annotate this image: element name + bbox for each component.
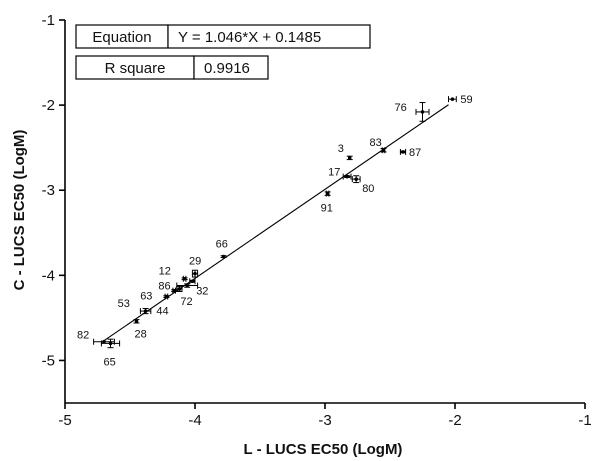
point-marker bbox=[164, 294, 169, 299]
x-axis-title: L - LUCS EC50 (LogM) bbox=[244, 441, 403, 458]
data-point-3: 3 bbox=[338, 143, 353, 161]
point-marker bbox=[172, 288, 176, 293]
point-marker bbox=[143, 309, 148, 313]
data-point-53: 53 bbox=[118, 298, 152, 315]
y-tick-label: -4 bbox=[42, 267, 55, 284]
point-label: 86 bbox=[158, 280, 170, 292]
x-tick-label: -2 bbox=[448, 412, 461, 429]
stats-row: R square 0.9916 bbox=[75, 55, 269, 80]
point-label: 72 bbox=[180, 296, 192, 308]
point-label: 29 bbox=[189, 256, 201, 268]
point-marker bbox=[450, 97, 455, 101]
point-label: 91 bbox=[321, 203, 333, 215]
data-point-83: 83 bbox=[370, 137, 387, 154]
data-point-86: 86 bbox=[158, 278, 196, 292]
data-point-91: 91 bbox=[321, 190, 333, 215]
data-point-72: 72 bbox=[176, 285, 193, 308]
point-marker bbox=[108, 341, 113, 346]
point-label: 82 bbox=[77, 330, 89, 342]
point-marker bbox=[325, 191, 330, 196]
data-point-12: 12 bbox=[159, 266, 188, 282]
point-marker bbox=[102, 339, 106, 344]
stats-value-cell bbox=[193, 55, 269, 80]
regression-line bbox=[101, 104, 449, 343]
point-label: 53 bbox=[118, 298, 130, 310]
data-point-63: 63 bbox=[140, 287, 178, 303]
point-label: 65 bbox=[104, 356, 116, 368]
point-marker bbox=[177, 287, 182, 291]
point-label: 76 bbox=[395, 102, 407, 114]
x-tick-label: -4 bbox=[188, 412, 201, 429]
point-label: 66 bbox=[216, 239, 228, 251]
point-label: 3 bbox=[338, 143, 344, 155]
stats-value: Y = 1.046*X + 0.1485 bbox=[178, 29, 321, 46]
stats-row: Equation Y = 1.046*X + 0.1485 bbox=[75, 24, 371, 49]
point-marker bbox=[347, 156, 352, 160]
x-tick-label: -1 bbox=[578, 412, 591, 429]
point-marker bbox=[193, 271, 197, 276]
data-point-87: 87 bbox=[399, 147, 421, 159]
point-marker bbox=[420, 110, 425, 114]
stats-label: R square bbox=[105, 60, 166, 77]
point-marker bbox=[190, 279, 195, 284]
data-point-32: 32 bbox=[176, 282, 208, 298]
point-label: 32 bbox=[196, 286, 208, 298]
point-label: 83 bbox=[370, 137, 382, 149]
y-tick-label: -2 bbox=[42, 97, 55, 114]
point-marker bbox=[354, 177, 359, 181]
data-point-44: 44 bbox=[156, 293, 170, 318]
data-point-66: 66 bbox=[216, 239, 228, 259]
point-marker bbox=[185, 283, 189, 288]
y-axis-title: C - LUCS EC50 (LogM) bbox=[11, 130, 28, 291]
point-label: 28 bbox=[135, 328, 147, 340]
point-marker bbox=[401, 150, 405, 154]
stats-table: Equation Y = 1.046*X + 0.1485 R square 0.99… bbox=[75, 24, 371, 80]
point-label: 87 bbox=[409, 147, 421, 159]
point-marker bbox=[134, 319, 139, 324]
x-tick-label: -3 bbox=[318, 412, 331, 429]
data-point-65: 65 bbox=[100, 338, 121, 368]
point-marker bbox=[221, 254, 226, 259]
points-layer: 59 76 83 87 3 17 80 91 66 29 12 86 32 63 72 44 53 28 82 65 bbox=[77, 94, 473, 368]
point-marker bbox=[381, 148, 386, 153]
stats-value: 0.9916 bbox=[204, 60, 250, 77]
data-point-80: 80 bbox=[351, 175, 374, 195]
data-point-59: 59 bbox=[448, 94, 473, 106]
point-label: 80 bbox=[362, 183, 374, 195]
y-tick-label: -5 bbox=[42, 352, 55, 369]
stats-value-cell bbox=[167, 24, 371, 49]
data-point-76: 76 bbox=[395, 102, 430, 122]
point-marker bbox=[345, 174, 349, 179]
stats-label: Equation bbox=[92, 29, 151, 46]
point-label: 17 bbox=[328, 167, 340, 179]
point-label: 59 bbox=[460, 94, 472, 106]
point-label: 12 bbox=[159, 266, 171, 278]
point-marker bbox=[182, 276, 187, 281]
point-label: 44 bbox=[156, 306, 168, 318]
data-point-17: 17 bbox=[328, 167, 352, 180]
y-tick-label: -1 bbox=[42, 12, 55, 29]
point-label: 63 bbox=[140, 291, 152, 303]
x-tick-label: -5 bbox=[58, 412, 71, 429]
y-tick-label: -3 bbox=[42, 182, 55, 199]
axes-layer: -5 -4 -3 -2 -1 -5 -4 -3 -2 -1 bbox=[42, 12, 592, 429]
data-point-28: 28 bbox=[133, 319, 147, 340]
fit-line-layer bbox=[101, 104, 449, 343]
data-point-29: 29 bbox=[189, 256, 201, 278]
